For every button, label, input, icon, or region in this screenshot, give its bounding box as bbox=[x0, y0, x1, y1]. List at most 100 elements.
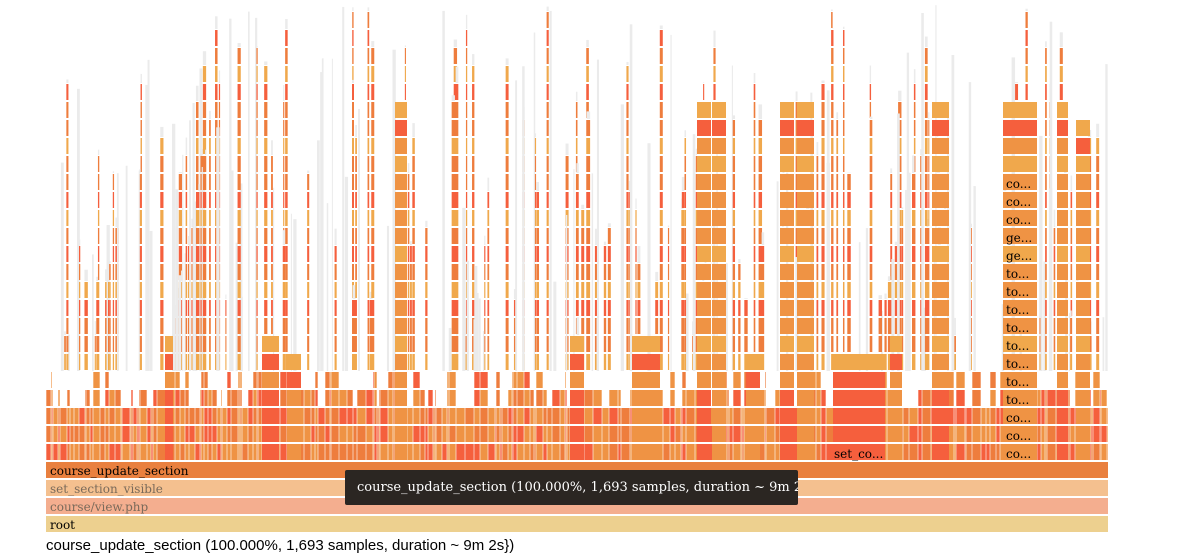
stack-frame-spike[interactable] bbox=[237, 210, 241, 226]
stack-frame[interactable] bbox=[1000, 390, 1004, 406]
stack-frame[interactable] bbox=[442, 408, 447, 424]
stack-frame-spike[interactable] bbox=[894, 246, 899, 262]
stack-frame-spike[interactable] bbox=[695, 318, 698, 334]
stack-frame-block[interactable] bbox=[780, 408, 794, 424]
stack-frame[interactable] bbox=[373, 372, 374, 388]
stack-frame-spike[interactable] bbox=[237, 156, 241, 172]
stack-frame[interactable] bbox=[105, 408, 109, 424]
stack-frame[interactable] bbox=[137, 426, 139, 442]
stack-frame[interactable] bbox=[775, 390, 780, 406]
stack-frame-spike[interactable] bbox=[1053, 318, 1056, 334]
stack-frame-spike[interactable] bbox=[140, 73, 142, 83]
stack-frame-spike[interactable] bbox=[256, 174, 258, 190]
stack-frame[interactable] bbox=[115, 444, 121, 460]
stack-frame[interactable] bbox=[903, 444, 909, 460]
stack-frame-spike[interactable] bbox=[472, 138, 475, 154]
stack-frame-spike[interactable] bbox=[681, 336, 685, 352]
stack-frame[interactable] bbox=[133, 444, 137, 460]
stack-frame-spike[interactable] bbox=[66, 228, 69, 244]
stack-frame-spike[interactable] bbox=[738, 300, 741, 316]
stack-frame-spike[interactable] bbox=[1053, 264, 1056, 280]
stack-frame-spike[interactable] bbox=[271, 174, 273, 190]
stack-frame-spike[interactable] bbox=[355, 125, 357, 137]
stack-frame-spike[interactable] bbox=[681, 246, 685, 262]
stack-frame-spike[interactable] bbox=[821, 300, 825, 316]
stack-frame[interactable] bbox=[157, 426, 166, 442]
stack-frame[interactable] bbox=[1101, 408, 1107, 424]
stack-frame-spike[interactable] bbox=[505, 228, 509, 244]
stack-frame-block[interactable] bbox=[395, 408, 407, 424]
stack-frame-spike[interactable] bbox=[160, 192, 164, 208]
stack-frame[interactable] bbox=[258, 390, 262, 406]
stack-frame-spike[interactable] bbox=[586, 84, 589, 100]
stack-frame[interactable] bbox=[240, 372, 242, 388]
stack-frame-spike[interactable] bbox=[659, 66, 663, 82]
stack-frame-spike[interactable] bbox=[97, 264, 100, 280]
stack-frame-spike[interactable] bbox=[283, 174, 285, 190]
stack-frame-block[interactable] bbox=[395, 156, 407, 172]
stack-frame-spike[interactable] bbox=[465, 138, 468, 154]
stack-frame-spike[interactable] bbox=[847, 192, 851, 208]
stack-frame-spike[interactable] bbox=[842, 210, 845, 226]
stack-frame[interactable] bbox=[425, 408, 428, 424]
stack-frame-spike[interactable] bbox=[283, 156, 285, 172]
stack-frame-block[interactable] bbox=[833, 408, 885, 424]
stack-frame-block[interactable] bbox=[1076, 228, 1090, 244]
stack-frame[interactable] bbox=[304, 444, 311, 460]
stack-frame-spike[interactable] bbox=[237, 300, 241, 316]
stack-frame-spike[interactable] bbox=[869, 102, 872, 118]
stack-frame-block[interactable] bbox=[712, 102, 726, 118]
stack-frame[interactable] bbox=[1068, 426, 1070, 442]
stack-frame[interactable] bbox=[133, 426, 137, 442]
stack-frame-spike[interactable] bbox=[924, 192, 928, 208]
stack-frame[interactable] bbox=[682, 444, 686, 460]
stack-frame-block[interactable] bbox=[797, 318, 814, 334]
stack-frame[interactable] bbox=[46, 426, 51, 442]
stack-frame-spike[interactable] bbox=[109, 354, 111, 370]
stack-frame[interactable] bbox=[212, 390, 217, 406]
stack-frame-spike[interactable] bbox=[695, 156, 698, 172]
stack-frame-spike[interactable] bbox=[202, 174, 207, 190]
flame-graph-base-frames[interactable]: rootcourse/view.phpset_section_visibleco… bbox=[46, 462, 1108, 532]
stack-frame[interactable] bbox=[552, 390, 560, 406]
stack-frame-block[interactable] bbox=[1003, 210, 1037, 226]
stack-frame-spike[interactable] bbox=[321, 58, 324, 371]
stack-frame-block[interactable] bbox=[1076, 156, 1090, 172]
stack-frame[interactable] bbox=[744, 444, 747, 460]
stack-frame-spike[interactable] bbox=[355, 228, 357, 244]
stack-frame-spike[interactable] bbox=[594, 318, 598, 334]
stack-frame-spike[interactable] bbox=[928, 264, 930, 280]
stack-frame[interactable] bbox=[517, 426, 524, 442]
stack-frame-spike[interactable] bbox=[285, 102, 288, 118]
stack-frame-spike[interactable] bbox=[713, 30, 716, 47]
stack-frame-block[interactable] bbox=[1076, 246, 1090, 262]
stack-frame[interactable] bbox=[115, 408, 121, 424]
stack-frame-spike[interactable] bbox=[465, 282, 468, 298]
stack-frame-spike[interactable] bbox=[334, 246, 337, 262]
stack-frame-spike[interactable] bbox=[831, 12, 833, 28]
stack-frame-spike[interactable] bbox=[684, 354, 687, 370]
stack-frame[interactable] bbox=[93, 408, 100, 424]
stack-frame-spike[interactable] bbox=[209, 318, 211, 334]
stack-frame-spike[interactable] bbox=[209, 192, 211, 208]
stack-frame-spike[interactable] bbox=[1025, 8, 1028, 11]
stack-frame[interactable] bbox=[1100, 390, 1101, 406]
stack-frame[interactable] bbox=[954, 444, 956, 460]
stack-frame[interactable] bbox=[93, 372, 100, 388]
stack-frame-spike[interactable] bbox=[894, 300, 899, 316]
stack-frame-spike[interactable] bbox=[160, 282, 164, 298]
stack-frame-block[interactable] bbox=[932, 264, 949, 280]
stack-frame-spike[interactable] bbox=[655, 282, 659, 298]
stack-frame-spike[interactable] bbox=[202, 84, 207, 100]
stack-frame[interactable] bbox=[758, 408, 765, 424]
stack-frame-spike[interactable] bbox=[1096, 300, 1100, 316]
stack-frame[interactable] bbox=[447, 390, 449, 406]
stack-frame-spike[interactable] bbox=[924, 228, 928, 244]
stack-frame-spike[interactable] bbox=[465, 48, 468, 64]
stack-frame-spike[interactable] bbox=[826, 90, 830, 371]
stack-frame[interactable] bbox=[353, 426, 357, 442]
stack-frame[interactable] bbox=[208, 408, 212, 424]
stack-frame[interactable] bbox=[217, 444, 221, 460]
stack-frame-spike[interactable] bbox=[842, 246, 845, 262]
stack-frame-block[interactable] bbox=[1057, 246, 1068, 262]
